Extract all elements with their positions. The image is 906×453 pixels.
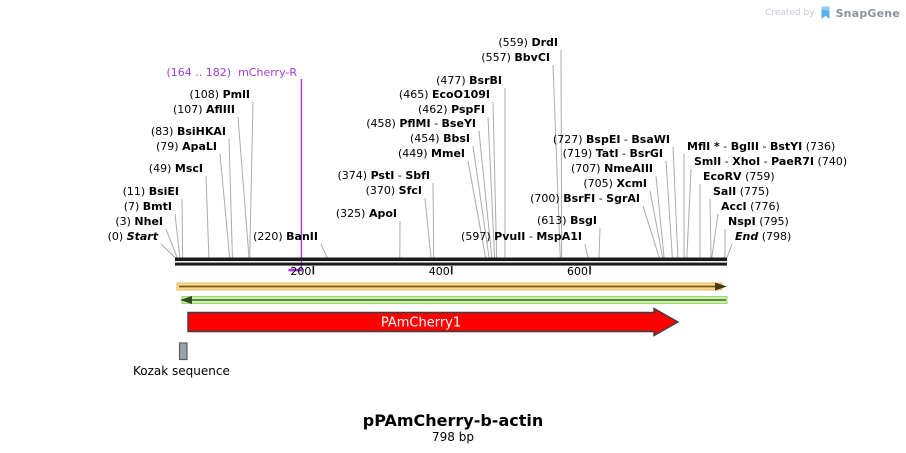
site-PspFI[interactable]: (462) PspFI [418, 103, 485, 116]
branding: Created by SnapGene [765, 6, 900, 20]
site-leader-line [665, 160, 673, 258]
site-BbvCI[interactable]: (557) BbvCI [481, 51, 550, 64]
site-leader-line [560, 49, 563, 258]
site-leader-line [424, 197, 432, 258]
site-leader-line [432, 182, 435, 258]
site-leader-line [655, 175, 665, 258]
site-NmeAIII[interactable]: (707) NmeAIII [570, 162, 653, 175]
ruler-number: 600 [567, 265, 589, 278]
snapgene-logo-icon [820, 6, 831, 20]
site-BsgI[interactable]: (613) BsgI [537, 214, 597, 227]
site-BmtI[interactable]: (7) BmtI [123, 200, 172, 213]
sequence-line-top [175, 257, 727, 262]
site-ApoI[interactable]: (325) ApoI [335, 207, 397, 220]
site-SalI[interactable]: SalI (775) [713, 185, 770, 198]
map-length: 798 bp [432, 430, 474, 444]
reverse-strand-arrow[interactable] [180, 296, 728, 304]
site-leader-line [672, 146, 679, 258]
site-DrdI[interactable]: (559) DrdI [498, 36, 558, 49]
site-leader-line [237, 116, 250, 258]
forward-strand-arrow[interactable] [176, 282, 727, 291]
feature-kozak-box[interactable] [178, 342, 188, 361]
site-leader-line [642, 205, 660, 258]
site-leader-line [478, 130, 493, 258]
site-leader-line [181, 198, 184, 258]
site-leader-line [492, 101, 498, 258]
site-leader-line [160, 243, 176, 258]
site-SmlI[interactable]: SmlI - XhoI - PaeR7I (740) [694, 155, 848, 168]
site-PflMI[interactable]: (458) PflMI - BseYI [366, 117, 476, 130]
site-SfcI[interactable]: (370) SfcI [365, 184, 422, 197]
primer-mcherry-r-label[interactable]: (164 .. 182) mCherry-R [167, 66, 297, 79]
site-leader-line [487, 116, 496, 258]
site-leader-line [165, 228, 178, 258]
kozak-sequence-label: Kozak sequence [133, 364, 230, 378]
site-leader-line [249, 101, 254, 258]
site-AflIII[interactable]: (107) AflIII [172, 103, 235, 116]
snapgene-wordmark: SnapGene [835, 6, 900, 20]
site-MmeI[interactable]: (449) MmeI [397, 147, 465, 160]
site-BsiEI[interactable]: (11) BsiEI [122, 185, 179, 198]
site-BsiHKAI[interactable]: (83) BsiHKAI [150, 125, 226, 138]
sequence-line-bottom [175, 262, 727, 266]
primer-name: mCherry-R [238, 66, 297, 79]
site-leader-line [472, 145, 490, 258]
site-PstI[interactable]: (374) PstI - SbfI [337, 169, 430, 182]
site-leader-line [228, 138, 233, 258]
site-leader-line [584, 243, 589, 258]
site-ApaLI[interactable]: (79) ApaLI [155, 140, 217, 153]
site-TatI[interactable]: (719) TatI - BsrGI [562, 147, 663, 160]
site-BsrFI[interactable]: (700) BsrFI - SgrAI [530, 192, 640, 205]
site-BanII[interactable]: (220) BanII [253, 230, 318, 243]
ruler-number: 200 [290, 265, 312, 278]
site-NheI[interactable]: (3) NheI [115, 215, 163, 228]
primer-range: (164 .. 182) [166, 66, 232, 79]
site-leader-line [174, 213, 181, 258]
site-PmlI[interactable]: (108) PmlI [189, 88, 250, 101]
site-leader-line [205, 175, 210, 258]
map-title: pPAmCherry-b-actin [362, 411, 544, 430]
created-by-text: Created by [765, 8, 815, 18]
site-leader-line [219, 153, 231, 258]
site-MflI[interactable]: MflI * - BglII - BstYI (736) [687, 140, 836, 153]
site-EcoRV[interactable]: EcoRV (759) [703, 170, 775, 183]
site-leader-line [709, 198, 712, 258]
site-leader-line [598, 227, 601, 258]
site-MscI[interactable]: (49) MscI [148, 162, 203, 175]
site-EcoO109I[interactable]: (465) EcoO109I [398, 88, 490, 101]
site-AccI[interactable]: AccI (776) [721, 200, 780, 213]
site-leader-line [711, 213, 719, 258]
site-Start[interactable]: (0) Start [107, 230, 158, 243]
ruler-number: 400 [428, 265, 450, 278]
site-XcmI[interactable]: (705) XcmI [583, 177, 647, 190]
site-BbsI[interactable]: (454) BbsI [410, 132, 470, 145]
site-PvuII[interactable]: (597) PvuII - MspA1I [461, 230, 582, 243]
site-BspEI[interactable]: (727) BspEI - BsaWI [552, 133, 670, 146]
site-leader-line [649, 190, 664, 258]
site-leader-line [320, 243, 328, 258]
feature-pamcherry1-label: PAmCherry1 [381, 316, 461, 331]
site-leader-line [552, 64, 561, 258]
feature-pamcherry1[interactable]: PAmCherry1 [187, 307, 680, 337]
primer-bar[interactable] [288, 268, 302, 272]
site-leader-line [726, 243, 733, 258]
site-NspI[interactable]: NspI (795) [728, 215, 789, 228]
site-leader-line [467, 160, 487, 258]
site-End[interactable]: End (798) [735, 230, 792, 243]
site-BsrBI[interactable]: (477) BsrBI [436, 74, 502, 87]
site-leader-line [686, 168, 692, 258]
